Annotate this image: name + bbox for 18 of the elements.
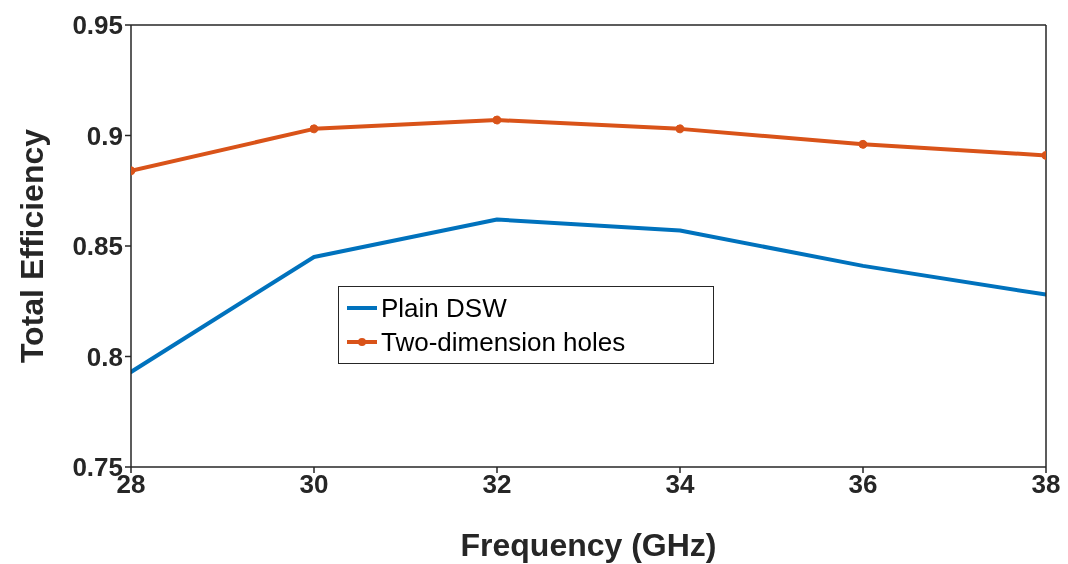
- x-tick-label: 30: [299, 469, 329, 500]
- x-axis-title: Frequency (GHz): [460, 527, 717, 563]
- x-tick-label: 34: [665, 469, 695, 500]
- y-tick-label: 0.9: [86, 120, 123, 151]
- x-tick-label: 32: [482, 469, 512, 500]
- point: [858, 139, 868, 149]
- y-tick-label: 0.85: [72, 231, 123, 262]
- legend-label: Two-dimension holes: [381, 326, 626, 358]
- point: [492, 115, 502, 125]
- point: [675, 124, 685, 134]
- y-tick-label: 0.8: [86, 341, 123, 372]
- point: [309, 124, 319, 134]
- y-tick-label: 0.95: [72, 10, 123, 41]
- y-axis-title: Total Efficiency: [13, 128, 50, 364]
- x-tick-label: 36: [848, 469, 878, 500]
- line-series: [131, 217, 1046, 374]
- x-tick-label: 38: [1031, 469, 1061, 500]
- legend-label: Plain DSW: [381, 292, 507, 324]
